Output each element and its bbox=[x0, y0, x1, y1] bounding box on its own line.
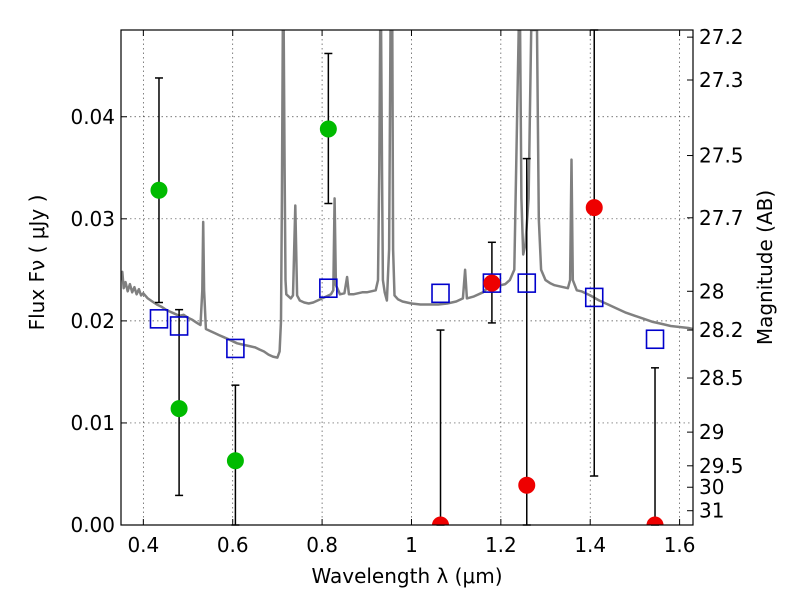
observed-flux-point bbox=[585, 199, 603, 217]
model-flux-square bbox=[149, 309, 169, 329]
observed-flux-point bbox=[226, 452, 244, 470]
magnitude-tick-label: 27.5 bbox=[699, 144, 744, 168]
observed-flux-point bbox=[150, 181, 168, 199]
errorbar-layer bbox=[154, 29, 660, 526]
tick-layer: 0.4 0.6 0.8 1 1.2 1.4 1.6 0.00 0.01 0.02 0.03 0.04 2… bbox=[70, 25, 743, 557]
observed-flux-point bbox=[319, 120, 337, 138]
y-axis-right-label: Magnitude (AB) bbox=[753, 190, 777, 345]
marker-layer bbox=[149, 120, 665, 525]
magnitude-tick-label: 28.5 bbox=[699, 366, 744, 390]
magnitude-tick-label: 27.2 bbox=[699, 25, 744, 49]
plot-frame bbox=[120, 29, 694, 526]
x-axis-label: Wavelength λ (μm) bbox=[311, 564, 502, 588]
model-flux-square bbox=[226, 338, 245, 359]
magnitude-tick-label: 30 bbox=[699, 475, 724, 499]
y-tick-label: 0.01 bbox=[70, 411, 115, 435]
magnitude-tick-label: 29.5 bbox=[699, 454, 744, 478]
observed-flux-point bbox=[518, 476, 536, 494]
x-tick-label: 0.4 bbox=[127, 533, 159, 557]
x-tick-label: 0.6 bbox=[217, 533, 249, 557]
x-tick-label: 1.2 bbox=[485, 533, 517, 557]
y-tick-label: 0.00 bbox=[70, 513, 115, 537]
observed-flux-point bbox=[432, 516, 450, 525]
y-tick-label: 0.02 bbox=[70, 309, 115, 333]
x-tick-label: 1 bbox=[405, 533, 418, 557]
x-tick-label: 0.8 bbox=[306, 533, 338, 557]
model-flux-square bbox=[169, 316, 189, 336]
model-flux-square bbox=[431, 283, 450, 304]
model-flux-square bbox=[319, 278, 338, 299]
grid-lines bbox=[121, 30, 693, 526]
model-flux-square bbox=[517, 273, 537, 293]
y-tick-label: 0.04 bbox=[70, 105, 115, 129]
magnitude-tick-label: 31 bbox=[699, 499, 724, 523]
spectrum-layer bbox=[121, 30, 693, 359]
y-axis-label: Flux Fν ( μJy ) bbox=[25, 195, 49, 331]
x-tick-label: 1.4 bbox=[574, 533, 606, 557]
model-flux-square bbox=[645, 329, 665, 350]
magnitude-tick-label: 27.3 bbox=[699, 68, 744, 92]
magnitude-tick-label: 28.2 bbox=[699, 318, 744, 342]
x-tick-label: 1.6 bbox=[664, 533, 696, 557]
magnitude-tick-label: 27.7 bbox=[699, 206, 744, 230]
magnitude-tick-label: 28 bbox=[699, 279, 724, 303]
y-tick-label: 0.03 bbox=[70, 207, 115, 231]
magnitude-tick-label: 29 bbox=[699, 420, 724, 444]
observed-flux-point bbox=[646, 516, 664, 525]
model-flux-square bbox=[584, 287, 604, 308]
observed-flux-point bbox=[483, 274, 501, 292]
observed-flux-point bbox=[170, 400, 188, 418]
model-spectrum-line bbox=[121, 30, 693, 359]
